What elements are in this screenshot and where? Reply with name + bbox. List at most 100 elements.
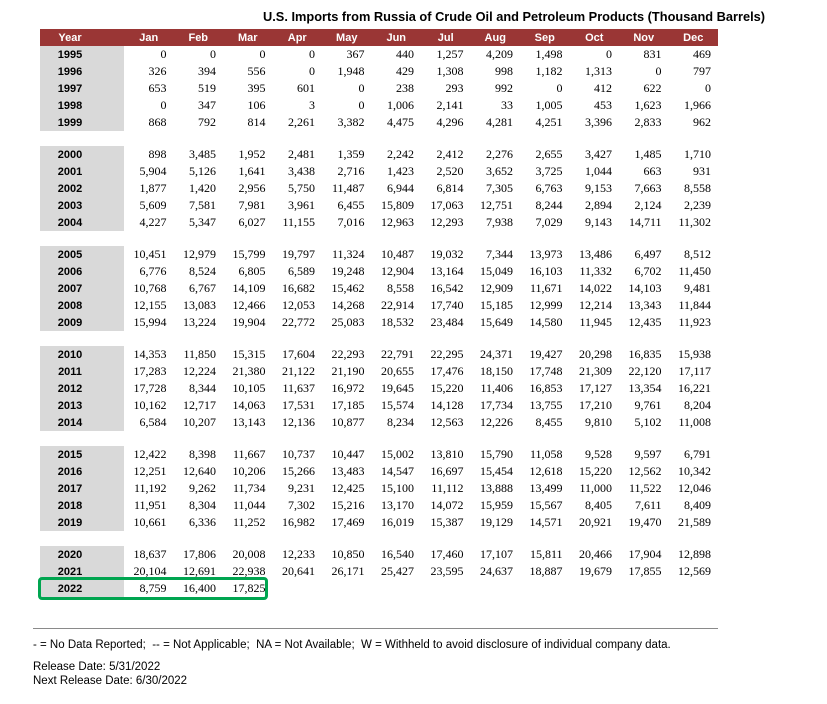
year-cell: 1995 bbox=[40, 46, 124, 63]
value-cell: 15,315 bbox=[232, 347, 266, 361]
value-cell: 1,044 bbox=[585, 164, 612, 178]
value-cell: 11,844 bbox=[678, 298, 711, 312]
year-cell: 2001 bbox=[40, 163, 124, 180]
table-row: 2005 10,451 12,979 15,799 19,797 11,324 10,487… bbox=[40, 246, 718, 263]
value-cell: 15,790 bbox=[480, 447, 513, 461]
value-cell: 20,921 bbox=[579, 515, 612, 529]
table-row: 2020 18,637 17,806 20,008 12,233 10,850 16,540… bbox=[40, 546, 718, 563]
group-spacer-row bbox=[40, 231, 718, 246]
year-cell: 2012 bbox=[40, 380, 124, 397]
year-cell: 1996 bbox=[40, 63, 124, 80]
value-cell: 20,104 bbox=[133, 564, 167, 578]
value-cell: 2,520 bbox=[436, 164, 464, 178]
value-cell bbox=[520, 580, 570, 597]
value-cell: 1,623 bbox=[634, 98, 662, 112]
value-cell: 24,371 bbox=[480, 347, 513, 361]
value-cell: 6,791 bbox=[684, 447, 711, 461]
value-cell: 998 bbox=[495, 64, 513, 78]
value-cell: 16,853 bbox=[529, 381, 563, 395]
value-cell: 8,405 bbox=[585, 498, 612, 512]
value-cell: 15,049 bbox=[480, 264, 513, 278]
table-row: 2008 12,155 13,083 12,466 12,053 14,268 22,914… bbox=[40, 297, 718, 314]
value-cell: 12,226 bbox=[480, 415, 513, 429]
value-cell: 21,380 bbox=[232, 364, 266, 378]
column-header-year: Year bbox=[40, 29, 124, 46]
value-cell: 8,558 bbox=[387, 281, 414, 295]
value-cell: 395 bbox=[247, 81, 266, 95]
value-cell: 519 bbox=[198, 81, 216, 95]
value-cell: 2,124 bbox=[634, 198, 662, 212]
value-cell: 18,637 bbox=[133, 547, 167, 561]
value-cell: 15,649 bbox=[480, 315, 513, 329]
value-cell: 8,524 bbox=[189, 264, 216, 278]
value-cell: 24,637 bbox=[480, 564, 513, 578]
value-cell: 20,008 bbox=[232, 547, 266, 561]
value-cell: 1,966 bbox=[684, 98, 711, 112]
value-cell: 5,609 bbox=[139, 198, 167, 212]
next-release-date: Next Release Date: 6/30/2022 bbox=[33, 675, 188, 687]
year-cell: 2020 bbox=[40, 546, 124, 563]
value-cell: 16,972 bbox=[331, 381, 365, 395]
value-cell: 13,888 bbox=[480, 481, 513, 495]
value-cell: 10,206 bbox=[232, 464, 266, 478]
value-cell: 12,618 bbox=[529, 464, 563, 478]
table-row: 2019 10,661 6,336 11,252 16,982 17,469 16,019 1… bbox=[40, 514, 718, 531]
table-row: 1996 326 394 556 0 1,948 429 1,308 998 1,182 1,313… bbox=[40, 63, 718, 80]
value-cell: 11,945 bbox=[579, 315, 612, 329]
year-cell: 2019 bbox=[40, 514, 124, 531]
value-cell: 7,344 bbox=[486, 247, 513, 261]
value-cell: 23,595 bbox=[430, 564, 464, 578]
value-cell: 16,540 bbox=[381, 547, 414, 561]
column-header-jan: Jan bbox=[124, 29, 174, 46]
year-cell: 2003 bbox=[40, 197, 124, 214]
value-cell bbox=[619, 580, 669, 597]
value-cell: 0 bbox=[160, 98, 167, 112]
table-row: 2001 5,904 5,126 1,641 3,438 2,716 1,423 2,520 3… bbox=[40, 163, 718, 180]
value-cell: 15,266 bbox=[282, 464, 315, 478]
value-cell: 1,710 bbox=[684, 147, 711, 161]
value-cell: 7,016 bbox=[337, 215, 365, 229]
value-cell: 12,136 bbox=[282, 415, 315, 429]
year-cell: 1999 bbox=[40, 114, 124, 131]
value-cell: 12,425 bbox=[331, 481, 365, 495]
value-cell: 0 bbox=[358, 81, 365, 95]
value-cell: 22,293 bbox=[331, 347, 365, 361]
value-cell: 0 bbox=[705, 81, 711, 95]
value-cell: 10,207 bbox=[183, 415, 216, 429]
value-cell: 17,127 bbox=[579, 381, 612, 395]
value-cell: 10,850 bbox=[331, 547, 365, 561]
value-cell: 367 bbox=[346, 47, 365, 61]
value-cell: 15,002 bbox=[381, 447, 414, 461]
value-cell: 14,353 bbox=[133, 347, 167, 361]
value-cell: 3,438 bbox=[288, 164, 315, 178]
year-cell: 2004 bbox=[40, 214, 124, 231]
value-cell: 2,716 bbox=[337, 164, 365, 178]
value-cell: 7,029 bbox=[535, 215, 563, 229]
column-header-aug: Aug bbox=[470, 29, 520, 46]
column-header-jul: Jul bbox=[421, 29, 471, 46]
value-cell: 12,046 bbox=[678, 481, 711, 495]
value-cell: 13,483 bbox=[331, 464, 365, 478]
value-cell: 17,904 bbox=[628, 547, 662, 561]
value-cell: 6,455 bbox=[337, 198, 365, 212]
table-row: 2002 1,877 1,420 2,956 5,750 11,487 6,944 6,814… bbox=[40, 180, 718, 197]
value-cell: 11,406 bbox=[480, 381, 513, 395]
value-cell: 17,531 bbox=[282, 398, 315, 412]
value-cell: 797 bbox=[693, 64, 711, 78]
value-cell: 22,772 bbox=[282, 315, 315, 329]
value-cell: 6,027 bbox=[238, 215, 266, 229]
value-cell bbox=[570, 580, 620, 597]
value-cell: 15,216 bbox=[331, 498, 365, 512]
value-cell: 412 bbox=[594, 81, 612, 95]
value-cell: 10,342 bbox=[678, 464, 711, 478]
value-cell: 8,512 bbox=[684, 247, 711, 261]
column-header-jun: Jun bbox=[371, 29, 421, 46]
value-cell: 4,227 bbox=[139, 215, 167, 229]
value-cell: 11,112 bbox=[431, 481, 464, 495]
value-cell: 12,691 bbox=[183, 564, 216, 578]
value-cell: 469 bbox=[693, 47, 711, 61]
table-row: 2013 10,162 12,717 14,063 17,531 17,185 15,574… bbox=[40, 397, 718, 414]
value-cell: 10,877 bbox=[331, 415, 365, 429]
year-cell: 2009 bbox=[40, 314, 124, 331]
